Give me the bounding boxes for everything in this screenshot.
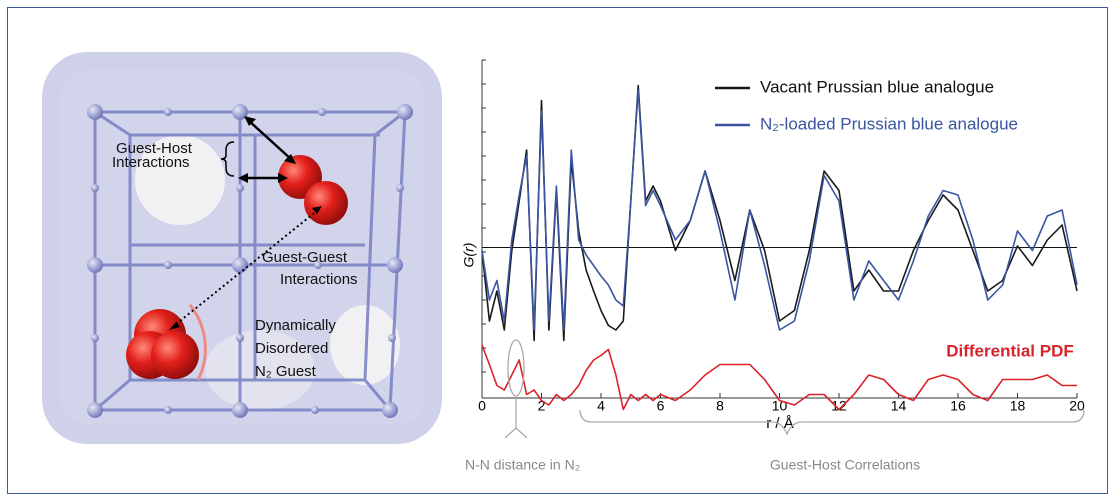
legend-label: Vacant Prussian blue analogue — [760, 77, 994, 96]
illustration-label: N₂ Guest — [255, 363, 317, 380]
x-tick-label: 2 — [538, 398, 546, 414]
illustration-label: Guest-Guest — [262, 249, 348, 266]
illustration-label: Interactions — [112, 154, 190, 171]
illustration-labels: Guest-HostInteractionsGuest-GuestInterac… — [112, 140, 358, 380]
y-axis-label: G(r) — [461, 243, 477, 268]
x-tick-label: 16 — [950, 398, 966, 414]
illustration-label: Guest-Host — [116, 140, 193, 157]
x-tick-label: 18 — [1010, 398, 1026, 414]
legend-label: N₂-loaded Prussian blue analogue — [760, 114, 1018, 133]
illustration-label: Interactions — [280, 271, 358, 288]
x-tick-label: 0 — [478, 398, 486, 414]
illustration-label: Disordered — [255, 340, 328, 357]
x-tick-label: 14 — [891, 398, 907, 414]
x-tick-label: 8 — [716, 398, 724, 414]
series-line — [481, 344, 1077, 411]
x-tick-label: 4 — [597, 398, 605, 414]
annotation: N-N distance in N₂ — [465, 457, 580, 473]
x-tick-label: 12 — [831, 398, 847, 414]
x-tick-label: 20 — [1069, 398, 1085, 414]
series-line — [481, 89, 1078, 331]
illustration-label: Dynamically — [255, 317, 336, 334]
series-label: Differential PDF — [946, 341, 1074, 360]
framework-illustration — [42, 52, 442, 444]
x-tick-label: 6 — [657, 398, 665, 414]
frame — [7, 7, 1108, 494]
x-axis-label: r / Å — [766, 415, 794, 432]
annotation: Guest-Host Correlations — [770, 457, 920, 473]
annotation-braces — [504, 339, 1085, 439]
